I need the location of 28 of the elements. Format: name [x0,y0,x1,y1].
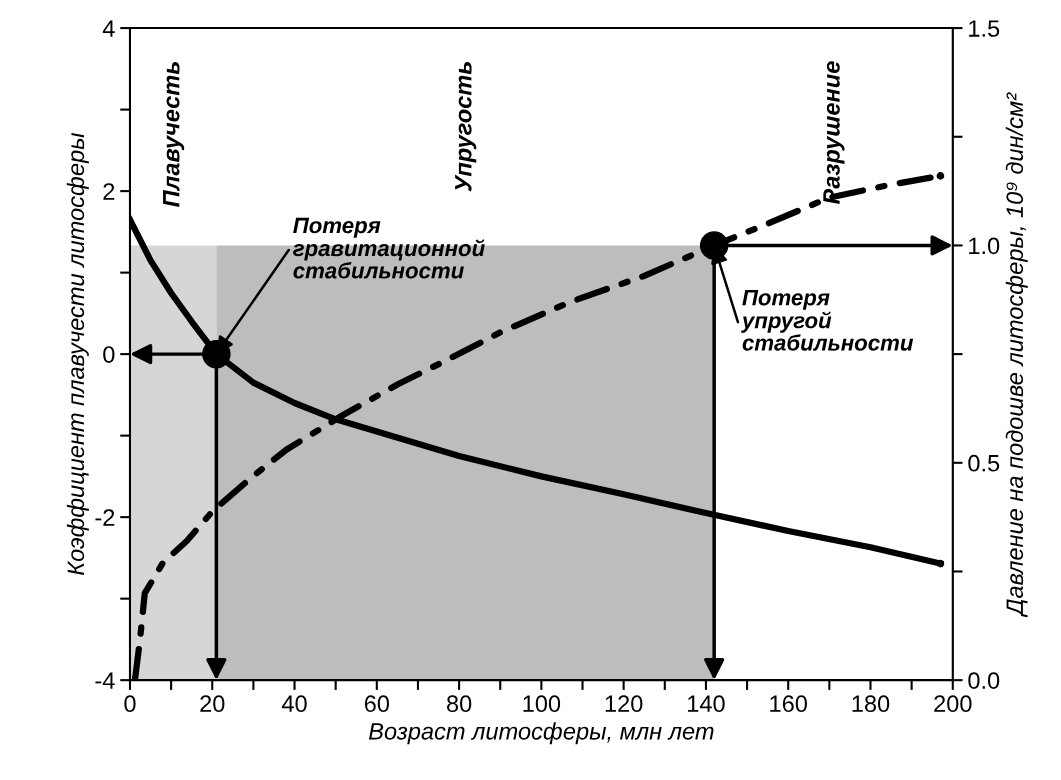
annotation: Разрушение [823,61,845,205]
x-tick-label: 160 [770,695,807,713]
y2-tick-label: 1.0 [969,237,1000,255]
y-tick-label: -4 [95,672,115,689]
y-tick-label: 0 [103,346,115,363]
x-tick-label: 100 [523,695,561,713]
x-tick-label: 80 [446,695,472,713]
x-tick-label: 0 [124,695,136,713]
band-label: Плавучесть [163,62,185,207]
annotation: Потеря упругой стабильности [741,289,914,351]
band-label: Упругость [455,62,477,192]
y-tick-label: 4 [102,20,115,37]
y-axis-title: Коэффициент плавучести литосферы [66,132,89,576]
y2-tick-label: 0.5 [968,454,1000,472]
x-tick-label: 40 [281,695,307,713]
annotation: Потеря гравитационной стабильности [293,217,485,279]
x-tick-label: 60 [364,695,390,713]
y-tick-label: 2 [103,183,115,200]
x-tick-label: 120 [605,695,643,713]
x-tick-label: 20 [200,695,225,713]
x-tick-label: 200 [934,695,972,713]
x-tick-label: 140 [688,695,725,713]
x-axis-title: Возраст литосферы, млн лет [368,722,714,745]
y2-axis-title: Давление на подошве литосферы, 10⁹ дин/см² [1005,92,1028,618]
y2-tick-label: 0.0 [968,672,1000,689]
y2-tick-label: 1.5 [969,20,1000,37]
y-tick-label: -2 [95,509,115,526]
x-tick-label: 180 [852,695,890,713]
